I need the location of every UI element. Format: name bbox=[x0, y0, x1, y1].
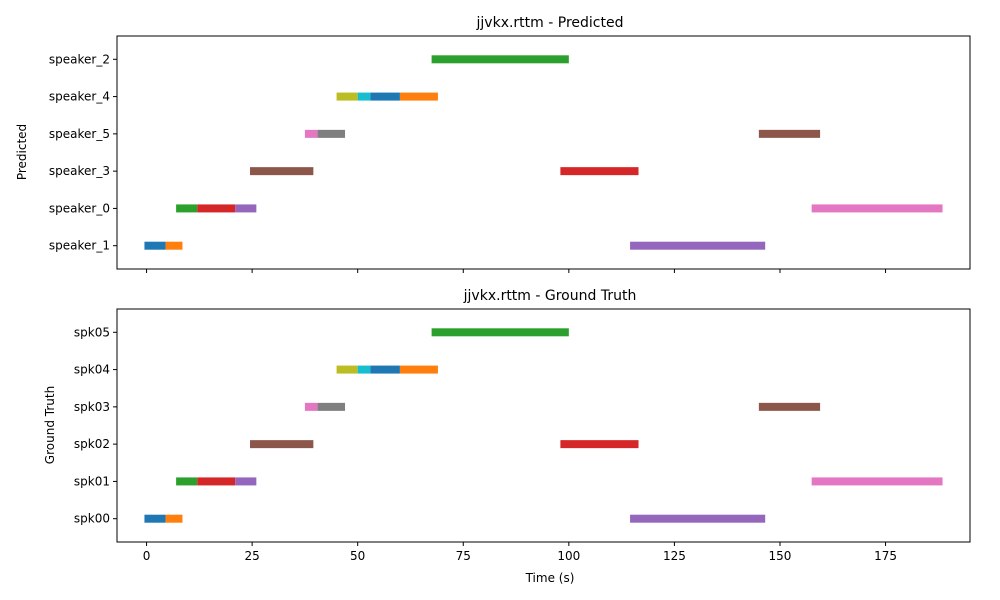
segment-bar bbox=[144, 241, 166, 250]
segment-bar bbox=[630, 241, 766, 250]
x-tick-label: 25 bbox=[244, 549, 259, 563]
y-tick-label: spk00 bbox=[74, 512, 110, 526]
x-axis-label: Time (s) bbox=[525, 571, 575, 585]
y-tick-label: speaker_3 bbox=[49, 164, 110, 178]
segment-bar bbox=[304, 129, 318, 138]
y-axis-label: Predicted bbox=[15, 124, 29, 180]
chart-title: jjvkx.rttm - Ground Truth bbox=[463, 288, 637, 304]
x-tick-label: 0 bbox=[143, 549, 151, 563]
segment-bar bbox=[758, 129, 821, 138]
plot-frame bbox=[116, 308, 971, 543]
segments-layer bbox=[144, 55, 943, 250]
segment-bar bbox=[250, 440, 314, 449]
plot-frame bbox=[116, 35, 971, 270]
y-tick-label: speaker_0 bbox=[49, 201, 110, 215]
y-ticks: spk00 spk01 spk02 spk03 spk04 spk05 bbox=[74, 325, 117, 526]
segment-bar bbox=[431, 55, 569, 64]
segment-bar bbox=[811, 477, 943, 486]
segment-bar bbox=[370, 365, 400, 374]
segment-bar bbox=[630, 514, 766, 523]
y-tick-label: speaker_4 bbox=[49, 90, 110, 104]
x-ticks bbox=[146, 269, 887, 273]
segment-bar bbox=[176, 477, 198, 486]
x-ticks: 0 25 50 75 100 125 150 175 bbox=[143, 542, 897, 563]
y-tick-label: spk04 bbox=[74, 363, 110, 377]
predicted-panel: jjvkx.rttm - Predicted Predicted speaker… bbox=[15, 15, 971, 273]
y-tick-label: spk02 bbox=[74, 437, 110, 451]
segment-bar bbox=[336, 365, 358, 374]
segment-bar bbox=[758, 402, 821, 411]
x-tick-label: 150 bbox=[769, 549, 792, 563]
x-tick-label: 175 bbox=[874, 549, 897, 563]
chart-title: jjvkx.rttm - Predicted bbox=[476, 15, 624, 31]
segment-bar bbox=[235, 204, 257, 213]
y-tick-label: speaker_1 bbox=[49, 239, 110, 253]
segment-bar bbox=[336, 92, 358, 101]
x-tick-label: 75 bbox=[456, 549, 471, 563]
segment-bar bbox=[197, 204, 236, 213]
segment-bar bbox=[317, 402, 346, 411]
segment-bar bbox=[165, 514, 183, 523]
segment-bar bbox=[560, 167, 639, 176]
ground-truth-panel: jjvkx.rttm - Ground Truth Ground Truth T… bbox=[43, 288, 971, 585]
segment-bar bbox=[176, 204, 198, 213]
segment-bar bbox=[811, 204, 943, 213]
segment-bar bbox=[357, 365, 371, 374]
segment-bar bbox=[317, 129, 346, 138]
segment-bar bbox=[304, 402, 318, 411]
y-tick-label: speaker_5 bbox=[49, 127, 110, 141]
segment-bar bbox=[250, 167, 314, 176]
x-tick-label: 125 bbox=[663, 549, 686, 563]
y-tick-label: spk05 bbox=[74, 325, 110, 339]
segment-bar bbox=[560, 440, 639, 449]
y-ticks: speaker_1 speaker_0 speaker_3 speaker_5 spea… bbox=[49, 52, 117, 253]
segment-bar bbox=[144, 514, 166, 523]
segment-bar bbox=[431, 328, 569, 337]
x-tick-label: 50 bbox=[350, 549, 365, 563]
segment-bar bbox=[357, 92, 371, 101]
x-tick-label: 100 bbox=[557, 549, 580, 563]
segment-bar bbox=[197, 477, 236, 486]
segment-bar bbox=[399, 92, 438, 101]
y-tick-label: spk01 bbox=[74, 474, 110, 488]
y-tick-label: speaker_2 bbox=[49, 52, 110, 66]
segment-bar bbox=[399, 365, 438, 374]
y-axis-label: Ground Truth bbox=[43, 386, 57, 464]
y-tick-label: spk03 bbox=[74, 400, 110, 414]
segment-bar bbox=[370, 92, 400, 101]
segment-bar bbox=[165, 241, 183, 250]
segments-layer bbox=[144, 328, 943, 523]
segment-bar bbox=[235, 477, 257, 486]
